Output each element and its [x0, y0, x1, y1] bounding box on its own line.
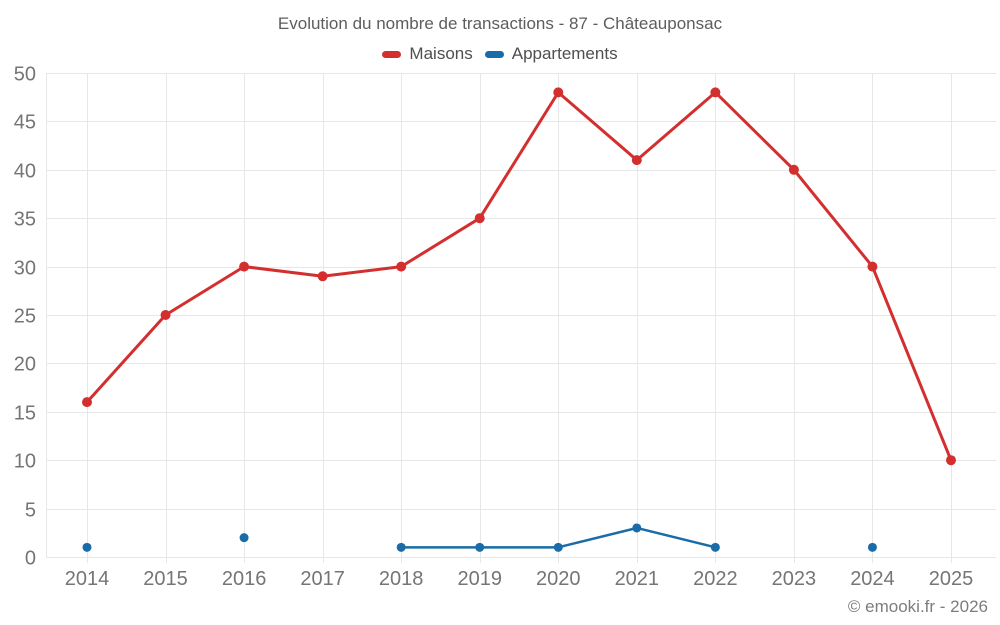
x-axis-label: 2015 — [143, 568, 188, 590]
y-axis-label: 25 — [14, 306, 36, 328]
chart-title: Evolution du nombre de transactions - 87… — [277, 14, 723, 33]
y-axis-label: 5 — [25, 500, 36, 522]
y-axis-label: 30 — [14, 258, 36, 280]
y-axis-label: 10 — [14, 451, 36, 473]
legend-label-maisons: Maisons — [409, 44, 473, 63]
maisons-line — [85, 90, 953, 462]
x-axis-label: 2024 — [850, 568, 895, 590]
x-axis-label: 2018 — [379, 568, 424, 590]
y-axis-label: 40 — [14, 161, 36, 183]
x-axis-label: 2019 — [457, 568, 502, 590]
appartements-data-point[interactable] — [553, 542, 563, 552]
x-axis-label: 2014 — [65, 568, 110, 590]
x-axis-label: 2022 — [693, 568, 738, 590]
legend: Maisons Appartements — [0, 44, 1000, 64]
appartements-data-point[interactable] — [396, 542, 406, 552]
x-axis-label: 2023 — [772, 568, 817, 590]
x-axis-label: 2016 — [222, 568, 267, 590]
maisons-data-point[interactable] — [553, 87, 564, 98]
maisons-data-point[interactable] — [474, 213, 485, 224]
y-axis-label: 0 — [25, 548, 36, 570]
maisons-data-point[interactable] — [867, 261, 878, 272]
appartements-data-point[interactable] — [82, 542, 92, 552]
y-axis-label: 50 — [14, 64, 36, 86]
y-axis-label: 45 — [14, 112, 36, 134]
y-axis-label: 20 — [14, 354, 36, 376]
maisons-data-point[interactable] — [945, 455, 956, 466]
x-axis-label: 2017 — [300, 568, 345, 590]
maisons-data-point[interactable] — [317, 271, 328, 282]
appartements-data-point[interactable] — [867, 542, 877, 552]
legend-item-appartements[interactable]: Appartements — [484, 44, 618, 64]
maisons-swatch-icon — [382, 50, 402, 58]
legend-item-maisons[interactable]: Maisons — [382, 44, 473, 64]
maisons-data-point[interactable] — [239, 261, 250, 272]
x-axis-label: 2025 — [929, 568, 974, 590]
y-axis-label: 15 — [14, 403, 36, 425]
maisons-data-point[interactable] — [396, 261, 407, 272]
appartements-data-point[interactable] — [710, 542, 720, 552]
legend-label-appartements: Appartements — [511, 44, 618, 63]
maisons-data-point[interactable] — [82, 397, 92, 408]
maisons-data-point[interactable] — [788, 164, 799, 175]
y-axis-label: 35 — [14, 209, 36, 231]
x-axis-label: 2020 — [536, 568, 581, 590]
appartements-data-point[interactable] — [632, 523, 642, 533]
copyright: © emooki.fr - 2026 — [847, 597, 988, 616]
maisons-data-point[interactable] — [710, 87, 721, 98]
appartements-data-point[interactable] — [475, 542, 485, 552]
maisons-data-point[interactable] — [631, 155, 642, 166]
x-axis-label: 2021 — [615, 568, 660, 590]
appartements-data-point[interactable] — [239, 533, 249, 543]
appartements-swatch-icon — [484, 50, 504, 58]
maisons-data-point[interactable] — [160, 310, 171, 320]
